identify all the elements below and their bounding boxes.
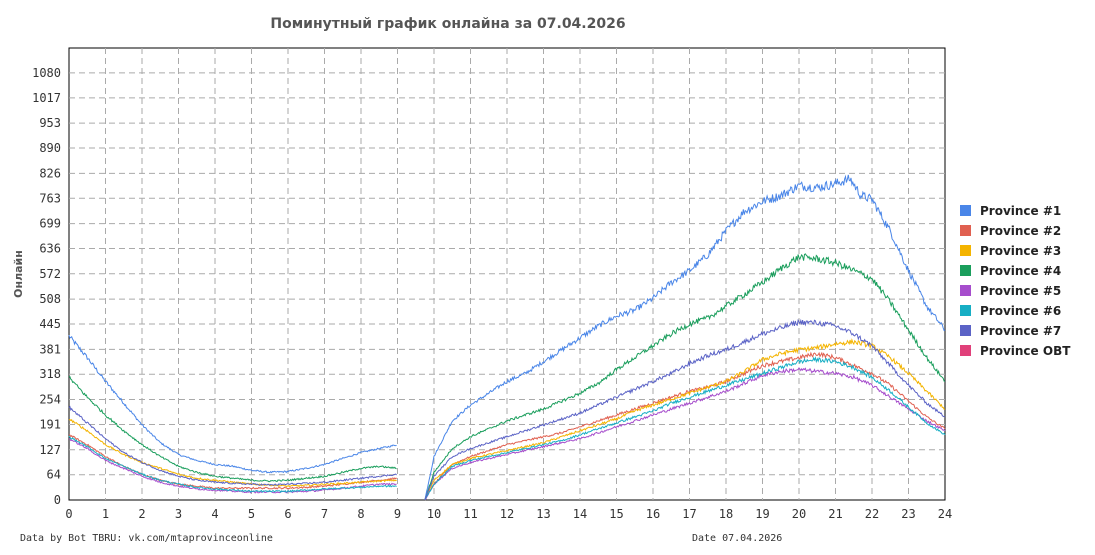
x-tick-label: 16 bbox=[646, 507, 660, 521]
series-line bbox=[68, 318, 946, 501]
legend-label: Province #1 bbox=[980, 204, 1061, 218]
x-tick-label: 6 bbox=[284, 507, 291, 521]
x-tick-label: 17 bbox=[682, 507, 696, 521]
x-tick-label: 22 bbox=[865, 507, 879, 521]
grid bbox=[69, 48, 945, 500]
x-tick-label: 14 bbox=[573, 507, 587, 521]
x-tick-label: 8 bbox=[357, 507, 364, 521]
chart-title: Поминутный график онлайна за 07.04.2026 bbox=[270, 16, 625, 32]
legend-swatch bbox=[960, 265, 971, 276]
series-line bbox=[68, 253, 946, 500]
y-tick-label: 508 bbox=[39, 292, 61, 306]
legend-swatch bbox=[960, 305, 971, 316]
x-tick-label: 9 bbox=[394, 507, 401, 521]
y-tick-label: 763 bbox=[39, 191, 61, 205]
legend-swatch bbox=[960, 345, 971, 356]
y-tick-label: 0 bbox=[54, 493, 61, 507]
y-tick-label: 636 bbox=[39, 241, 61, 255]
x-tick-label: 7 bbox=[321, 507, 328, 521]
y-axis-label: Онлайн bbox=[12, 250, 25, 298]
legend-swatch bbox=[960, 205, 971, 216]
legend: Province #1 Province #2 Province #3 Provinc… bbox=[960, 204, 1071, 358]
legend-swatch bbox=[960, 225, 971, 236]
legend-label: Province #4 bbox=[980, 264, 1061, 278]
legend-label: Province #2 bbox=[980, 224, 1061, 238]
x-tick-label: 24 bbox=[938, 507, 952, 521]
x-tick-label: 23 bbox=[901, 507, 915, 521]
x-tick-label: 21 bbox=[828, 507, 842, 521]
footer-source: Data by Bot TBRU: vk.com/mtaprovinceonli… bbox=[20, 533, 273, 544]
x-tick-label: 15 bbox=[609, 507, 623, 521]
series-line bbox=[68, 338, 946, 501]
series-line bbox=[68, 174, 946, 501]
x-tick-label: 1 bbox=[102, 507, 109, 521]
legend-swatch bbox=[960, 245, 971, 256]
legend-swatch bbox=[960, 285, 971, 296]
x-tick-label: 11 bbox=[463, 507, 477, 521]
legend-swatch bbox=[960, 325, 971, 336]
y-tick-label: 127 bbox=[39, 443, 61, 457]
x-tick-label: 20 bbox=[792, 507, 806, 521]
x-tick-label: 10 bbox=[427, 507, 441, 521]
legend-label: Province OBT bbox=[980, 344, 1071, 358]
x-tick-label: 0 bbox=[65, 507, 72, 521]
y-tick-label: 64 bbox=[47, 468, 61, 482]
series-layer bbox=[68, 174, 946, 501]
x-tick-label: 5 bbox=[248, 507, 255, 521]
legend-label: Province #3 bbox=[980, 244, 1061, 258]
y-tick-label: 254 bbox=[39, 393, 61, 407]
y-tick-label: 826 bbox=[39, 166, 61, 180]
y-tick-label: 191 bbox=[39, 417, 61, 431]
y-tick-label: 572 bbox=[39, 267, 61, 281]
x-tick-label: 19 bbox=[755, 507, 769, 521]
y-tick-label: 699 bbox=[39, 217, 61, 231]
y-tick-label: 890 bbox=[39, 141, 61, 155]
x-tick-label: 18 bbox=[719, 507, 733, 521]
y-tick-label: 1017 bbox=[32, 91, 61, 105]
y-tick-label: 318 bbox=[39, 367, 61, 381]
x-tick-label: 4 bbox=[211, 507, 218, 521]
x-tick-label: 3 bbox=[175, 507, 182, 521]
y-tick-label: 1080 bbox=[32, 66, 61, 80]
x-tick-label: 2 bbox=[138, 507, 145, 521]
legend-label: Province #6 bbox=[980, 304, 1061, 318]
y-tick-label: 953 bbox=[39, 116, 61, 130]
legend-label: Province #5 bbox=[980, 284, 1061, 298]
footer-date: Date 07.04.2026 bbox=[692, 533, 782, 544]
y-tick-label: 381 bbox=[39, 342, 61, 356]
series-line bbox=[68, 356, 946, 501]
x-tick-label: 13 bbox=[536, 507, 550, 521]
axis-ticks: 0 1 2 3 4 5 6 7 8 9 10 11 12 13 14 15 16 17 18 19 20 21 22 23 24… bbox=[32, 66, 952, 521]
x-tick-label: 12 bbox=[500, 507, 514, 521]
y-tick-label: 445 bbox=[39, 317, 61, 331]
legend-label: Province #7 bbox=[980, 324, 1061, 338]
